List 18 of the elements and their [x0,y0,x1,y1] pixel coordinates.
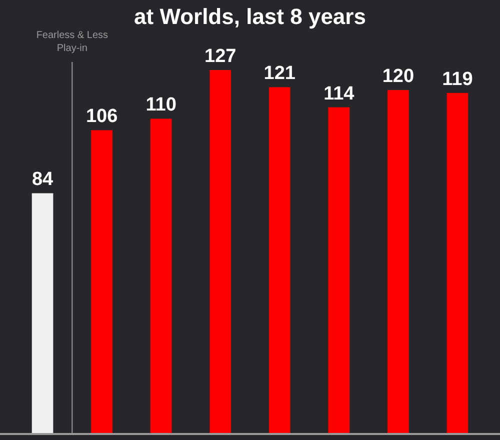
data-label: 84 [32,169,54,190]
chart-title: at Worlds, last 8 years [134,4,366,29]
data-label: 127 [204,46,236,67]
bar [446,92,468,434]
text: Fearless & Less Play-in [36,30,108,54]
data-label: 106 [86,106,118,128]
data-label: 119 [442,68,473,90]
data-label: 120 [382,66,414,88]
bar [388,90,409,434]
data-label: 121 [264,63,296,84]
bar [210,70,232,434]
data-label: 114 [324,83,355,104]
bar [91,130,112,434]
data-label: 110 [146,94,176,116]
bar [150,118,172,434]
bar [328,107,350,434]
bar [32,193,54,434]
bar [268,87,290,434]
